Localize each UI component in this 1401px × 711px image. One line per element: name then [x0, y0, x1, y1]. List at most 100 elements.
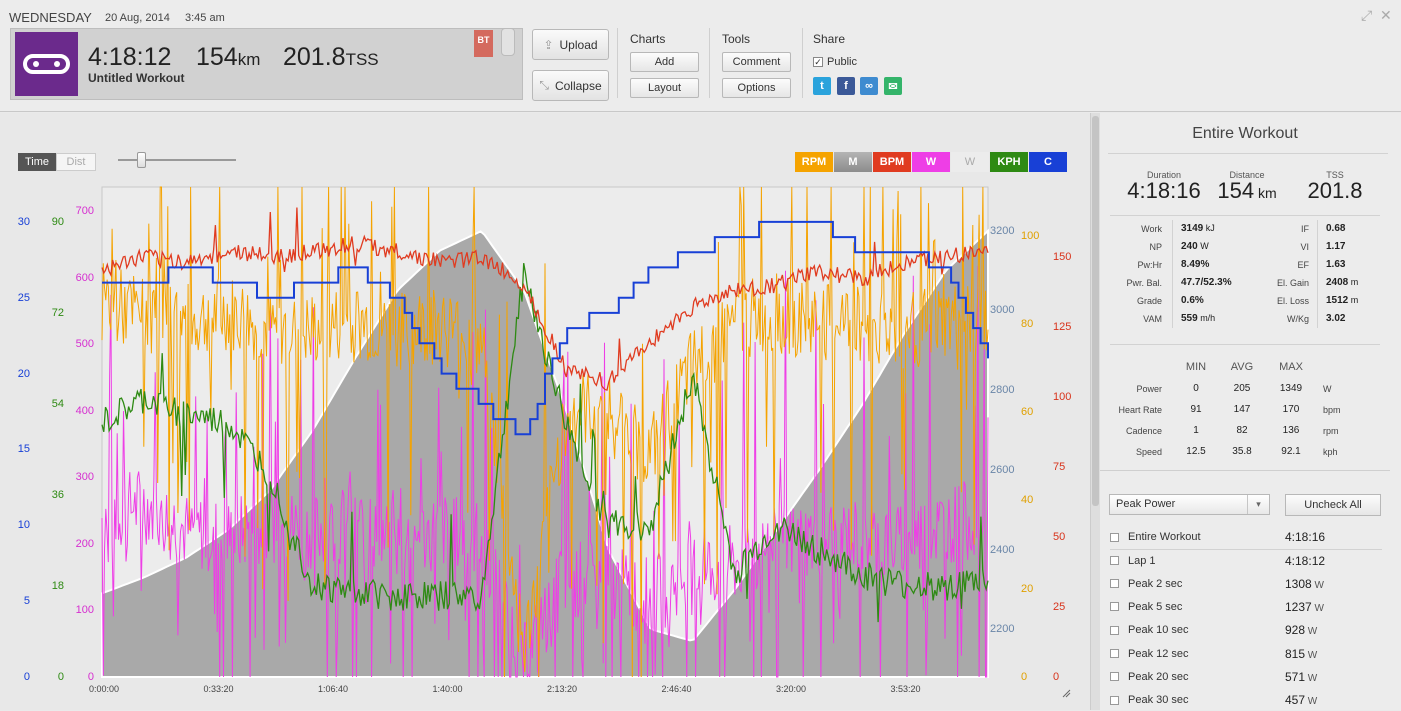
workout-name[interactable]: Untitled Workout [88, 71, 185, 85]
table-row-unit: W [1323, 384, 1332, 394]
collapse-icon: ⤡ [539, 78, 549, 92]
stats-sidebar: Entire Workout [1100, 113, 1401, 710]
stat-value: 559 m/h [1181, 313, 1216, 324]
scrollbar-thumb[interactable] [1092, 116, 1099, 506]
cadence_rpm-tick: 40 [1021, 494, 1034, 507]
workout-distance: 154km [196, 43, 260, 72]
table-cell: 170 [1282, 404, 1300, 415]
comment-button[interactable]: Comment [722, 52, 791, 72]
stat-unit: m/h [1197, 313, 1216, 323]
speed_kph-tick: 54 [51, 398, 64, 411]
peak-row[interactable]: Lap 1 4:18:12 [1110, 549, 1382, 571]
channel-toggle-c[interactable]: C [1029, 152, 1067, 172]
cadence_rpm-tick: 100 [1021, 229, 1040, 242]
peak-checkbox[interactable] [1110, 625, 1119, 635]
collapse-button[interactable]: ⤡ Collapse [532, 70, 609, 101]
table-cell: 92.1 [1281, 446, 1301, 457]
peak-checkbox[interactable] [1110, 602, 1119, 612]
metric-label: TSS [1326, 170, 1344, 180]
elevation_m-tick: 2600 [990, 463, 1015, 476]
bt-badge[interactable]: BT [474, 30, 493, 57]
stat-label: NP [1149, 242, 1162, 252]
charts-group-title: Charts [630, 32, 666, 46]
peak-row[interactable]: Peak 2 sec 1308 W [1110, 573, 1382, 595]
facebook-icon[interactable]: f [837, 77, 855, 95]
twitter-icon[interactable]: t [813, 77, 831, 95]
elevation_m-tick: 2800 [990, 384, 1015, 397]
divider [1317, 220, 1318, 328]
heart_rate_bpm-tick: 50 [1053, 531, 1066, 543]
peak-label: Peak 2 sec [1128, 577, 1183, 590]
cadence_rpm-tick: 0 [1021, 671, 1028, 683]
link-icon[interactable]: ∞ [860, 77, 878, 95]
metric-value: 154 km [1217, 178, 1277, 203]
heart_rate_bpm-tick: 25 [1053, 601, 1066, 613]
peak-type-select[interactable]: Peak Power ▾ [1109, 494, 1270, 515]
stat-value: 240 W [1181, 241, 1209, 252]
peak-checkbox[interactable] [1110, 532, 1119, 542]
channel-toggle-m[interactable]: M [834, 152, 872, 172]
summary-scroll-handle[interactable] [501, 28, 515, 56]
table-cell: 91 [1190, 404, 1202, 415]
metric-value: 4:18:16 [1127, 178, 1201, 203]
peak-checkbox[interactable] [1110, 672, 1119, 682]
channel-toggle-kph[interactable]: KPH [990, 152, 1028, 172]
peak-value: 4:18:12 [1285, 553, 1326, 568]
speed_kph-tick: 72 [51, 307, 64, 320]
zoom-slider-track[interactable] [118, 159, 236, 161]
peak-checkbox[interactable] [1110, 649, 1119, 658]
email-icon[interactable]: ✉ [884, 77, 902, 95]
x-axis-tick: 2:13:20 [546, 684, 578, 694]
workout-chart[interactable] [0, 0, 1090, 710]
cadence_rpm-tick: 60 [1021, 406, 1034, 419]
upload-button[interactable]: ⇪ Upload [532, 29, 609, 60]
table-cell: 147 [1233, 404, 1251, 415]
table-row-label: Speed [1135, 447, 1162, 457]
temp_c-tick: 10 [17, 519, 30, 532]
channel-toggle-w[interactable]: W [912, 152, 950, 172]
heart_rate_bpm-tick: 125 [1053, 321, 1072, 333]
peak-checkbox[interactable] [1110, 556, 1119, 566]
peak-checkbox[interactable] [1110, 579, 1119, 589]
peak-row[interactable]: Entire Workout 4:18:16 [1110, 526, 1382, 548]
stat-value: 1512 m [1326, 295, 1359, 306]
temp_c-tick: 20 [17, 367, 30, 380]
layout-button[interactable]: Layout [630, 78, 699, 98]
uncheck-all-button[interactable]: Uncheck All [1285, 494, 1381, 516]
channel-toggle-bpm[interactable]: BPM [873, 152, 911, 172]
elevation_m-tick: 2200 [990, 623, 1015, 636]
channel-toggle-rpm[interactable]: RPM [795, 152, 833, 172]
sidebar-scrollbar[interactable] [1090, 113, 1100, 710]
tab-time[interactable]: Time [18, 153, 56, 171]
peak-row[interactable]: Peak 5 sec 1237 W [1110, 596, 1382, 618]
public-checkbox[interactable]: ✓ Public [813, 56, 857, 68]
channel-toggle-w[interactable]: W [951, 152, 989, 172]
stat-label: VAM [1143, 314, 1162, 324]
peak-row[interactable]: Peak 12 sec 815 W [1110, 643, 1382, 665]
peak-row[interactable]: Peak 10 sec 928 W [1110, 619, 1382, 641]
tab-dist[interactable]: Dist [56, 153, 96, 171]
speed_kph-tick: 36 [51, 489, 64, 502]
add-chart-button[interactable]: Add [630, 52, 699, 72]
peak-label: Peak 10 sec [1128, 624, 1189, 637]
share-group-title: Share [813, 32, 846, 46]
close-icon[interactable]: ✕ [1380, 7, 1392, 23]
power_w-tick: 500 [75, 338, 94, 351]
peak-row[interactable]: Peak 30 sec 457 W [1110, 689, 1382, 711]
distance-value: 154 [196, 43, 238, 71]
peak-unit: W [1311, 602, 1324, 614]
heart_rate_bpm-tick: 150 [1053, 251, 1072, 263]
stat-value: 8.49% [1181, 259, 1210, 270]
workout-day: WEDNESDAY [9, 10, 92, 25]
expand-icon[interactable]: ⤢ [1361, 7, 1373, 23]
cadence_rpm-tick: 20 [1021, 582, 1034, 595]
stat-label: Grade [1136, 296, 1162, 306]
peak-unit: W [1305, 672, 1318, 684]
peak-row[interactable]: Peak 20 sec 571 W [1110, 666, 1382, 688]
peak-checkbox[interactable] [1110, 695, 1119, 705]
table-row-label: Heart Rate [1118, 405, 1162, 415]
series-elevation-area [101, 228, 989, 678]
zoom-slider-handle[interactable] [137, 152, 146, 168]
options-button[interactable]: Options [722, 78, 791, 98]
stat-value: 3149 kJ [1181, 223, 1215, 234]
